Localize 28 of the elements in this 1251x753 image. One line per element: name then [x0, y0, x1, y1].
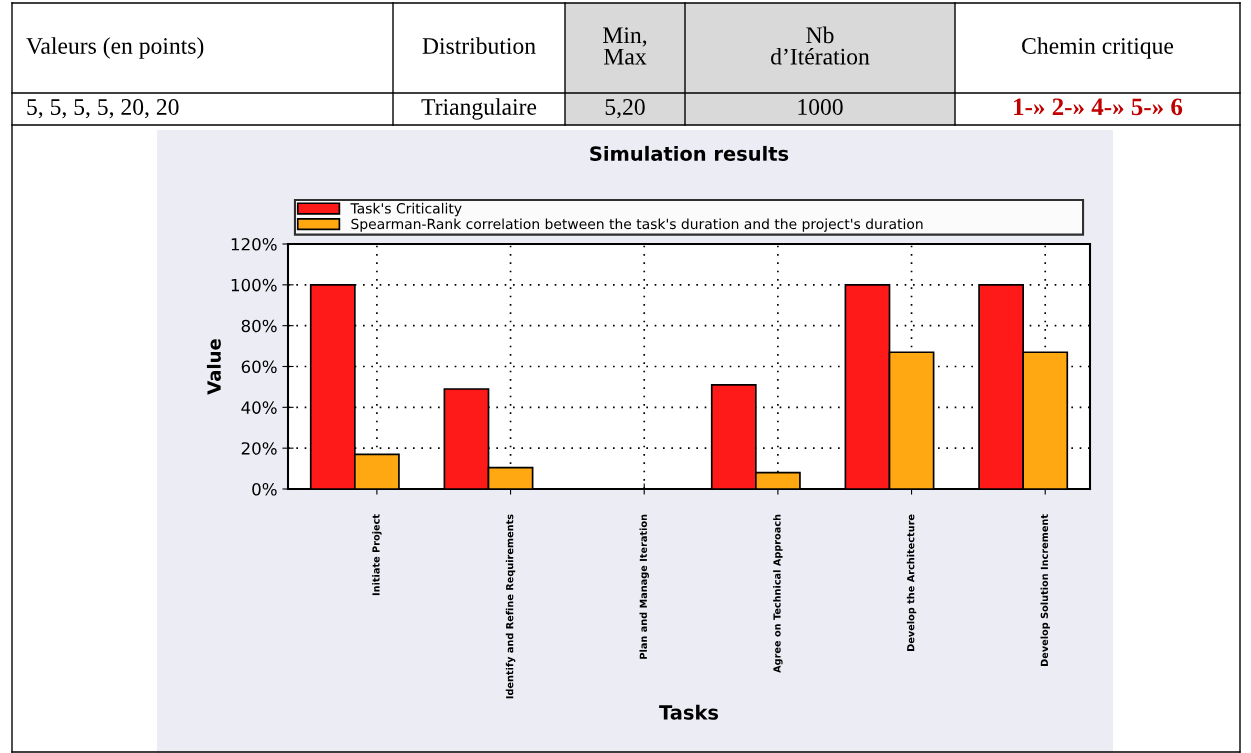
y-tick-label: 40% [241, 401, 277, 414]
y-tick-label: 120% [231, 237, 277, 251]
y-axis-title: Value [206, 339, 221, 395]
x-tick-label: Plan and Manage Iteration [639, 514, 649, 659]
text: 5, 5, 5, 5, 20, 20 [27, 98, 179, 119]
text: Valeurs (en points) [26, 37, 204, 59]
legend-label: Spearman-Rank correlation between the task's duration and the project's duration [351, 218, 923, 232]
text: Nb d’Itération [771, 26, 870, 65]
y-tick-label: 60% [241, 360, 277, 374]
y-tick-label: 80% [241, 319, 277, 333]
y-tick-label: 100% [231, 278, 277, 292]
text: Distribution [422, 37, 536, 54]
y-tick-label: 20% [241, 442, 277, 455]
x-tick-label: Agree on Technical Approach [773, 514, 783, 673]
x-axis-title: Tasks [659, 704, 719, 720]
x-tick-label: Develop Solution Increment [1040, 514, 1050, 666]
x-tick-label: Initiate Project [372, 514, 382, 596]
text: 1-» 2-» 4-» 5-» 6 [1014, 98, 1183, 116]
legend-label: Task's Criticality [350, 202, 462, 217]
text: Triangulaire [421, 98, 537, 120]
chart-title: Simulation results [590, 145, 789, 161]
text: 5,20 [605, 98, 645, 119]
x-tick-label: Identify and Refine Requirements [505, 514, 516, 699]
text: 1000 [798, 98, 843, 115]
y-tick-label: 0% [252, 482, 277, 496]
x-tick-label: Develop the Architecture [906, 514, 917, 651]
text: Chemin critique [1022, 37, 1174, 59]
text: Min, Max [603, 27, 647, 65]
